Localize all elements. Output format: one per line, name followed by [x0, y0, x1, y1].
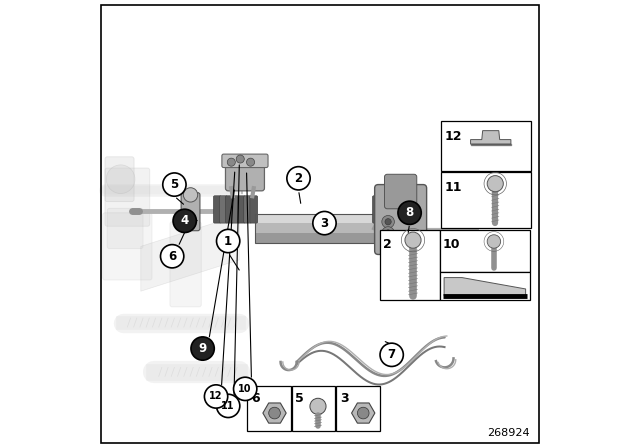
- Circle shape: [173, 209, 196, 233]
- Bar: [255, 214, 374, 243]
- FancyBboxPatch shape: [255, 214, 374, 224]
- Text: 268924: 268924: [487, 428, 530, 438]
- FancyBboxPatch shape: [105, 157, 134, 202]
- Text: 4: 4: [180, 214, 189, 228]
- Polygon shape: [263, 403, 286, 423]
- FancyBboxPatch shape: [378, 196, 387, 223]
- Circle shape: [234, 377, 257, 401]
- Circle shape: [405, 232, 421, 248]
- Circle shape: [216, 394, 240, 418]
- Circle shape: [227, 158, 236, 166]
- Text: 7: 7: [388, 348, 396, 362]
- FancyBboxPatch shape: [244, 196, 252, 223]
- Circle shape: [487, 176, 503, 192]
- Polygon shape: [141, 215, 239, 291]
- FancyBboxPatch shape: [255, 233, 374, 243]
- FancyBboxPatch shape: [237, 196, 246, 223]
- FancyBboxPatch shape: [232, 196, 239, 223]
- FancyBboxPatch shape: [255, 223, 374, 234]
- Circle shape: [287, 167, 310, 190]
- FancyBboxPatch shape: [181, 193, 200, 231]
- FancyBboxPatch shape: [385, 196, 392, 223]
- Text: 10: 10: [442, 238, 460, 251]
- Circle shape: [236, 155, 244, 163]
- Circle shape: [382, 227, 394, 239]
- Text: 5: 5: [170, 178, 179, 191]
- FancyBboxPatch shape: [390, 196, 399, 223]
- Bar: [292, 386, 335, 431]
- Circle shape: [269, 407, 280, 419]
- Text: 1: 1: [224, 234, 232, 248]
- Text: 5: 5: [296, 392, 304, 405]
- Bar: [440, 230, 530, 272]
- Text: 11: 11: [221, 401, 235, 411]
- FancyBboxPatch shape: [220, 196, 227, 223]
- Text: 11: 11: [445, 181, 462, 194]
- FancyBboxPatch shape: [374, 185, 427, 254]
- FancyBboxPatch shape: [403, 196, 411, 223]
- Circle shape: [382, 215, 394, 228]
- Text: 6: 6: [251, 392, 260, 405]
- Circle shape: [184, 188, 198, 202]
- Bar: [380, 230, 440, 300]
- Circle shape: [106, 165, 135, 194]
- Circle shape: [216, 229, 240, 253]
- Circle shape: [357, 407, 369, 419]
- FancyBboxPatch shape: [103, 213, 152, 280]
- FancyBboxPatch shape: [225, 156, 264, 191]
- Polygon shape: [444, 278, 525, 296]
- Text: 6: 6: [168, 250, 176, 263]
- Text: 3: 3: [340, 392, 348, 405]
- FancyBboxPatch shape: [213, 196, 221, 223]
- Bar: [248, 386, 291, 431]
- Circle shape: [246, 158, 255, 166]
- Text: 3: 3: [321, 216, 328, 230]
- FancyBboxPatch shape: [409, 196, 417, 223]
- Polygon shape: [470, 131, 511, 144]
- Circle shape: [380, 343, 403, 366]
- Text: 10: 10: [239, 384, 252, 394]
- Bar: [440, 272, 530, 300]
- FancyBboxPatch shape: [385, 174, 417, 209]
- FancyBboxPatch shape: [417, 232, 437, 248]
- FancyBboxPatch shape: [105, 168, 150, 226]
- Bar: [441, 172, 531, 228]
- Circle shape: [204, 385, 228, 408]
- Bar: [336, 386, 380, 431]
- Text: 12: 12: [445, 130, 462, 143]
- Text: 2: 2: [294, 172, 303, 185]
- Circle shape: [385, 230, 391, 236]
- Circle shape: [487, 235, 500, 248]
- Circle shape: [398, 201, 421, 224]
- FancyBboxPatch shape: [225, 196, 234, 223]
- FancyBboxPatch shape: [170, 222, 202, 307]
- Text: 8: 8: [406, 206, 413, 220]
- Circle shape: [191, 337, 214, 360]
- Text: 9: 9: [198, 342, 207, 355]
- FancyBboxPatch shape: [250, 196, 258, 223]
- FancyBboxPatch shape: [383, 246, 419, 280]
- Circle shape: [163, 173, 186, 196]
- Bar: [441, 121, 531, 171]
- Circle shape: [310, 398, 326, 414]
- Text: 12: 12: [209, 392, 223, 401]
- Circle shape: [313, 211, 336, 235]
- Polygon shape: [351, 403, 375, 423]
- FancyBboxPatch shape: [372, 196, 380, 223]
- FancyBboxPatch shape: [108, 208, 143, 249]
- Text: 2: 2: [383, 238, 392, 251]
- FancyBboxPatch shape: [222, 154, 268, 168]
- Circle shape: [385, 219, 391, 225]
- FancyBboxPatch shape: [397, 196, 404, 223]
- Circle shape: [161, 245, 184, 268]
